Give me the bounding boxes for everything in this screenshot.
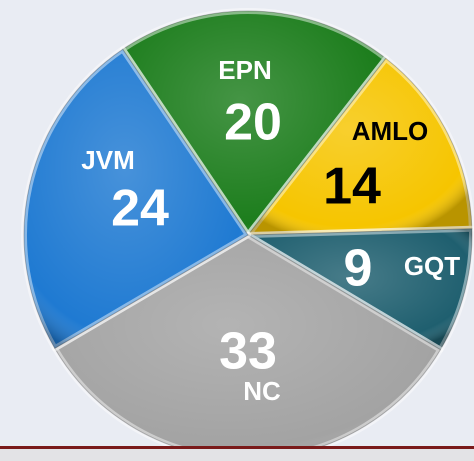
slice-value: 9 (344, 240, 373, 298)
slice-shade (246, 57, 473, 236)
slice-value: 33 (219, 323, 277, 381)
slice-name: EPN (218, 55, 271, 85)
slice-value: 20 (224, 94, 282, 152)
slice-name: AMLO (352, 116, 429, 146)
slice-shade (23, 48, 249, 350)
slice-name: GQT (404, 251, 460, 281)
slice-shade (122, 10, 387, 236)
slice-name: JVM (81, 145, 134, 175)
slice-shade (246, 228, 473, 351)
slice-value: 24 (111, 180, 169, 238)
slice-value: 14 (323, 158, 381, 216)
footer-band (0, 448, 474, 461)
footer-line (0, 446, 474, 449)
slice-name: NC (243, 376, 281, 406)
